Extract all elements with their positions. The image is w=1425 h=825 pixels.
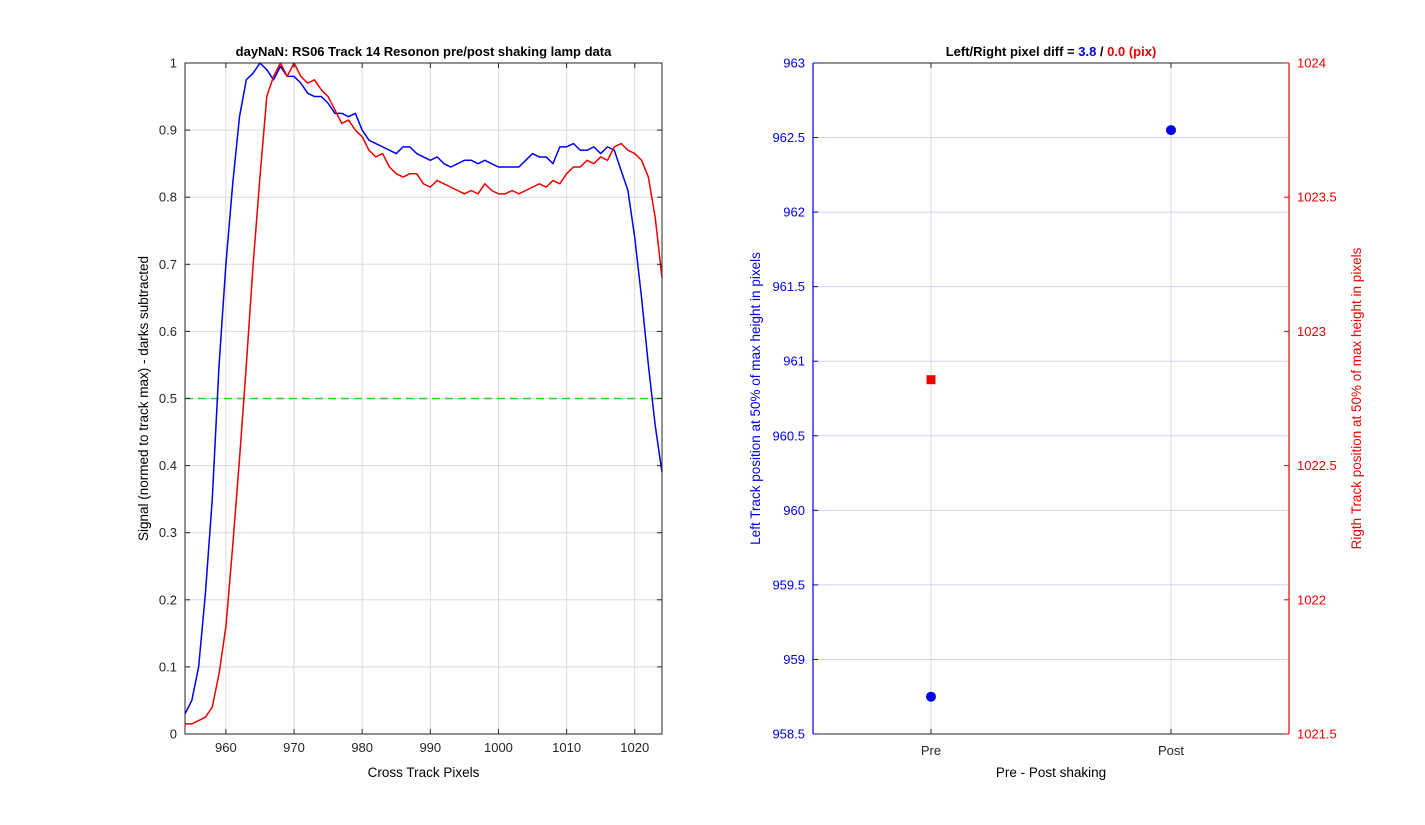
left-y-tick-label: 961	[783, 354, 805, 369]
x-category-label: Pre	[921, 743, 941, 758]
left-track-point-pre	[926, 691, 936, 702]
signal-chart-title: dayNaN: RS06 Track 14 Resonon pre/post s…	[236, 44, 612, 59]
left-y-tick-label: 959.5	[772, 577, 805, 592]
signal-y-axis-label: Signal (normed to track max) - darks sub…	[136, 256, 151, 541]
x-category-label: Post	[1158, 743, 1184, 758]
y-tick-label: 0.7	[159, 257, 177, 272]
right-y-axis-label: Rigth Track position at 50% of max heigh…	[1349, 247, 1364, 549]
post-shaking-signal-line	[185, 62, 663, 725]
left-y-tick-label: 962	[783, 205, 805, 220]
left-y-tick-label: 958.5	[772, 727, 805, 742]
title-right-diff: 0.0 (pix)	[1107, 44, 1156, 59]
x-tick-label: 960	[215, 740, 237, 755]
right-y-tick-label: 1022	[1297, 592, 1326, 607]
y-tick-label: 0.6	[159, 324, 177, 339]
signal-x-axis-label: Cross Track Pixels	[368, 765, 480, 780]
y-tick-label: 0.3	[159, 525, 177, 540]
y-tick-label: 0.5	[159, 391, 177, 406]
left-y-tick-label: 961.5	[772, 279, 805, 294]
right-y-tick-label: 1023	[1297, 324, 1326, 339]
title-separator: /	[1096, 44, 1107, 59]
left-y-axis-label: Left Track position at 50% of max height…	[748, 252, 763, 545]
y-tick-label: 0.8	[159, 190, 177, 205]
left-y-tick-label: 960.5	[772, 428, 805, 443]
y-tick-label: 0.1	[159, 659, 177, 674]
x-tick-label: 1000	[484, 740, 513, 755]
x-tick-label: 990	[419, 740, 441, 755]
x-tick-label: 1010	[552, 740, 581, 755]
signal-chart: 960 970 980 990 1000 1010 1020 0 0.1 0.2 0.3 0.4 0.5…	[136, 44, 663, 780]
position-chart-title: Left/Right pixel diff = 3.8 / 0.0 (pix)	[946, 44, 1157, 59]
right-y-tick-label: 1021.5	[1297, 727, 1337, 742]
y-tick-label: 0.4	[159, 458, 177, 473]
left-track-point-post	[1166, 125, 1176, 136]
left-y-tick-label: 959	[783, 652, 805, 667]
position-x-axis-label: Pre - Post shaking	[996, 765, 1106, 780]
right-track-point-pre	[926, 375, 936, 385]
left-y-tick-label: 960	[783, 503, 805, 518]
left-y-tick-label: 963	[783, 56, 805, 71]
position-ticks: 958.5 959 959.5 960 960.5 961 961.5 962 962.5 963…	[772, 56, 1336, 759]
y-tick-label: 0.2	[159, 592, 177, 607]
y-tick-label: 1	[170, 56, 177, 71]
right-y-tick-label: 1024	[1297, 56, 1326, 71]
left-y-tick-label: 962.5	[772, 130, 805, 145]
x-tick-label: 980	[351, 740, 373, 755]
pre-shaking-signal-line	[184, 62, 663, 715]
x-tick-label: 970	[283, 740, 305, 755]
x-tick-label: 1020	[620, 740, 649, 755]
signal-ticks: 960 970 980 990 1000 1010 1020 0 0.1 0.2 0.3 0.4 0.5…	[159, 56, 662, 755]
title-prefix: Left/Right pixel diff =	[946, 44, 1079, 59]
right-y-tick-label: 1023.5	[1297, 190, 1337, 205]
title-left-diff: 3.8	[1078, 44, 1096, 59]
signal-series-group	[184, 62, 663, 725]
position-plot-area	[813, 63, 1289, 734]
right-y-tick-label: 1022.5	[1297, 458, 1337, 473]
y-tick-label: 0	[170, 727, 177, 742]
position-points-group	[926, 125, 1176, 702]
y-tick-label: 0.9	[159, 123, 177, 138]
position-chart: 958.5 959 959.5 960 960.5 961 961.5 962 962.5 963…	[748, 44, 1364, 780]
